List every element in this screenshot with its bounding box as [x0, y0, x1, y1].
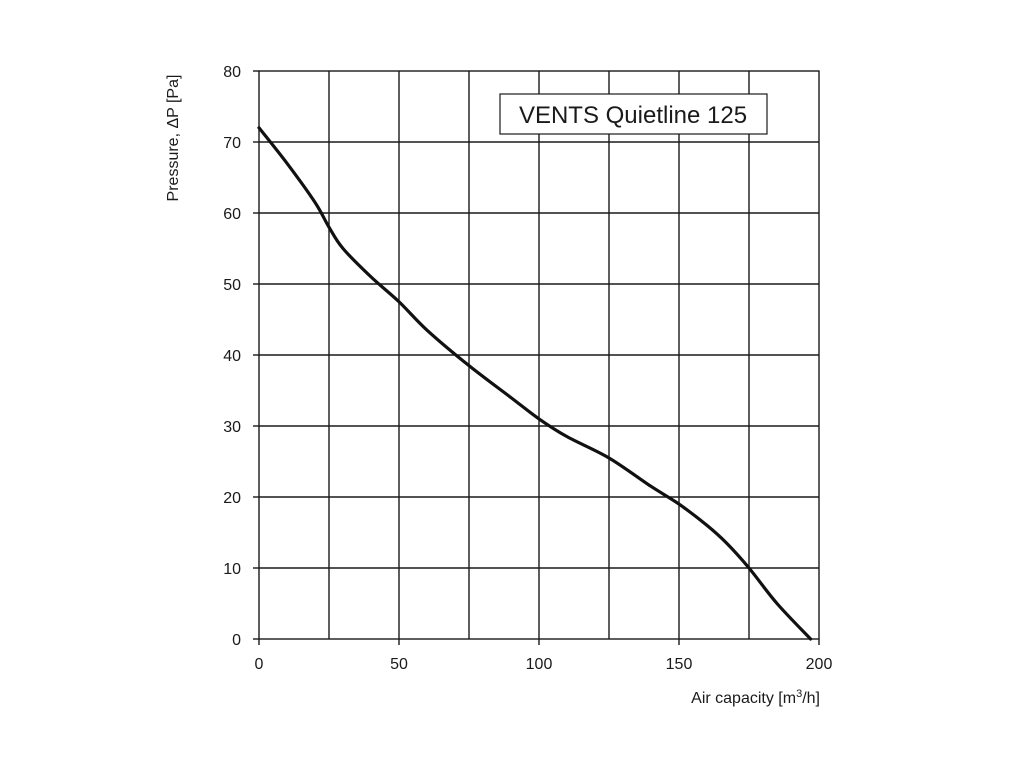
tick-labels: 0 50 100 150 200 0 10 20 30 40 50 60 70 80 [223, 64, 832, 673]
x-axis-label: Air capacity [m3/h] [691, 688, 820, 707]
chart-title: VENTS Quietline 125 [519, 102, 747, 129]
curve-layer [257, 126, 813, 641]
x-tick-label: 50 [390, 656, 408, 673]
y-tick-label: 40 [223, 348, 241, 365]
title-box [499, 93, 768, 135]
y-tick-label: 0 [232, 632, 241, 649]
x-tick-label: 0 [255, 656, 264, 673]
y-axis-label: Pressure, ΔP [Pa] [165, 75, 182, 202]
x-tick-label: 150 [666, 656, 693, 673]
y-tick-label: 70 [223, 135, 241, 152]
x-axis-label-suffix: /h] [802, 690, 820, 707]
grid [259, 71, 819, 639]
title-group: VENTS Quietline 125 [499, 93, 768, 135]
y-tick-label: 80 [223, 64, 241, 81]
x-axis-label-superscript: 3 [796, 688, 802, 700]
y-tick-label: 10 [223, 561, 241, 578]
y-tick-label: 30 [223, 419, 241, 436]
y-tick-label: 20 [223, 490, 241, 507]
x-tick-label: 100 [526, 656, 553, 673]
y-tick-label: 60 [223, 206, 241, 223]
x-tick-label: 200 [806, 656, 833, 673]
series-line [257, 126, 813, 641]
y-tick-label: 50 [223, 277, 241, 294]
x-axis-label-prefix: Air capacity [m [691, 690, 796, 707]
